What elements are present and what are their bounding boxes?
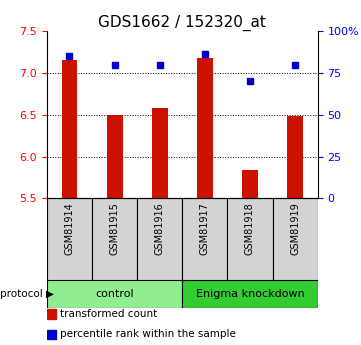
- Text: Enigma knockdown: Enigma knockdown: [196, 289, 304, 299]
- Bar: [62, 60, 77, 198]
- Bar: [182, 198, 227, 280]
- Text: GSM81914: GSM81914: [65, 203, 74, 255]
- Bar: [182, 280, 318, 308]
- Text: GSM81917: GSM81917: [200, 203, 210, 255]
- Bar: [47, 280, 182, 308]
- Text: GSM81916: GSM81916: [155, 203, 165, 255]
- Bar: [273, 198, 318, 280]
- Text: GSM81919: GSM81919: [290, 203, 300, 255]
- Text: percentile rank within the sample: percentile rank within the sample: [61, 329, 236, 339]
- Text: GSM81915: GSM81915: [110, 203, 119, 255]
- Bar: [47, 198, 92, 280]
- Bar: [47, 329, 56, 339]
- Title: GDS1662 / 152320_at: GDS1662 / 152320_at: [98, 15, 266, 31]
- Bar: [92, 198, 137, 280]
- Text: GSM81918: GSM81918: [245, 203, 255, 255]
- Bar: [107, 115, 122, 198]
- Bar: [137, 198, 182, 280]
- Bar: [197, 58, 213, 198]
- Text: transformed count: transformed count: [61, 309, 158, 319]
- Bar: [242, 170, 258, 198]
- Bar: [47, 309, 56, 319]
- Text: protocol ▶: protocol ▶: [0, 289, 54, 299]
- Text: control: control: [95, 289, 134, 299]
- Bar: [227, 198, 273, 280]
- Bar: [152, 108, 168, 198]
- Bar: [287, 116, 303, 198]
